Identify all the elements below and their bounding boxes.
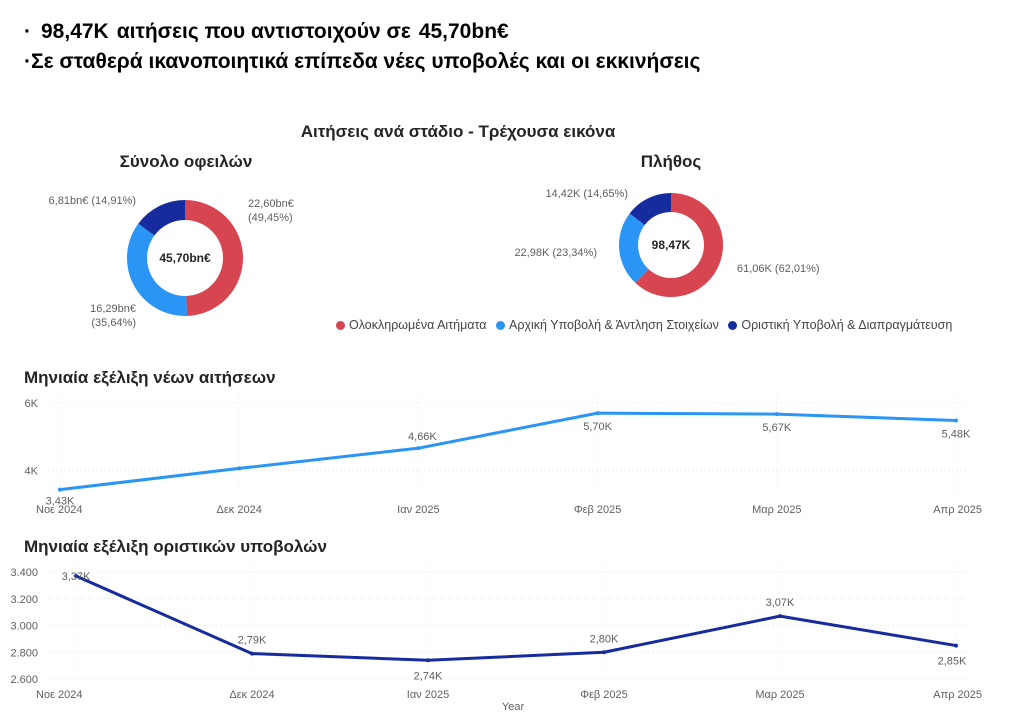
data-label: 4,66K [408, 431, 437, 443]
donut-slice[interactable] [635, 193, 723, 298]
bullet: · [24, 50, 31, 73]
x-axis-label: Year [502, 701, 525, 713]
x-tick-label: Νοε 2024 [36, 689, 83, 701]
data-point[interactable] [426, 658, 430, 663]
donut-data-label: 6,81bn€ (14,91%) [49, 195, 136, 207]
data-label: 2,85K [938, 656, 967, 668]
data-point[interactable] [595, 411, 600, 416]
headline-count-value: 98,47K [41, 20, 109, 43]
legend-item-final[interactable]: Οριστική Υποβολή & Διαπραγμάτευση [728, 318, 952, 332]
headline-trend: ·Σε σταθερά ικανοποιητικά επίπεδα νέες υ… [24, 50, 700, 74]
x-tick-label: Μαρ 2025 [755, 689, 804, 701]
donut-slice[interactable] [619, 213, 649, 283]
data-point[interactable] [602, 650, 606, 655]
data-label: 3,37K [62, 571, 91, 583]
data-point[interactable] [58, 487, 62, 492]
legend-dot-icon [336, 320, 345, 330]
data-point[interactable] [774, 412, 779, 417]
y-tick-label: 2.800 [10, 647, 38, 659]
line-chart-final-submissions-title: Μηνιαία εξέλιξη οριστικών υποβολών [24, 537, 327, 556]
x-tick-label: Φεβ 2025 [574, 504, 622, 516]
bullet: · [24, 20, 31, 43]
headline-trend-text: Σε σταθερά ικανοποιητικά επίπεδα νέες υπ… [31, 50, 701, 73]
donut-total-debt-title: Σύνολο οφειλών [119, 152, 253, 171]
x-tick-label: Δεκ 2024 [217, 504, 262, 516]
data-label: 2,74K [414, 670, 443, 682]
data-label: 2,80K [590, 633, 619, 645]
y-tick-label: 4K [25, 465, 39, 477]
donut-center-label: 98,47K [652, 238, 691, 252]
data-label: 3,43K [46, 496, 75, 508]
donut-data-label: (49,45%) [248, 212, 293, 224]
x-tick-label: Δεκ 2024 [229, 689, 274, 701]
data-point[interactable] [778, 614, 782, 619]
data-label: 5,70K [583, 421, 612, 433]
data-label: 5,48K [942, 429, 971, 441]
series-line[interactable] [59, 411, 957, 492]
donut-data-label: 14,42K (14,65%) [545, 188, 628, 200]
donut-slice[interactable] [127, 223, 187, 316]
x-tick-label: Ιαν 2025 [397, 504, 439, 516]
data-point[interactable] [954, 418, 958, 423]
line-chart-new-applications-title: Μηνιαία εξέλιξη νέων αιτήσεων [24, 368, 276, 387]
headline-amount-value: 45,70bn€ [418, 20, 509, 43]
y-tick-label: 3.400 [10, 567, 38, 579]
donut-slice[interactable] [629, 193, 671, 226]
data-point[interactable] [954, 643, 958, 648]
donut-data-label: 61,06K (62,01%) [737, 263, 820, 275]
data-point[interactable] [74, 574, 78, 579]
headline-count: · 98,47K αιτήσεις που αντιστοιχούν σε 45,70… [24, 20, 509, 44]
donut-data-label: 22,60bn€ [248, 198, 294, 210]
y-tick-label: 3.000 [10, 621, 38, 633]
legend-dot-icon [728, 320, 738, 330]
series-line[interactable] [75, 574, 957, 662]
x-tick-label: Ιαν 2025 [407, 689, 449, 701]
data-point[interactable] [250, 651, 254, 656]
y-tick-label: 2.600 [10, 674, 38, 686]
donut-data-label: 22,98K (23,34%) [514, 247, 597, 259]
legend-item-completed[interactable]: Ολοκληρωμένα Αιτήματα [336, 318, 487, 332]
x-tick-label: Φεβ 2025 [580, 689, 628, 701]
legend-label: Οριστική Υποβολή & Διαπραγμάτευση [741, 318, 953, 332]
donut-legend: Ολοκληρωμένα Αιτήματα Αρχική Υποβολή & Ά… [336, 318, 958, 333]
donut-count-title: Πλήθος [640, 152, 702, 171]
donut-data-label: 16,29bn€ [90, 303, 136, 315]
data-point[interactable] [237, 466, 242, 471]
data-label: 3,07K [766, 597, 795, 609]
legend-item-initial[interactable]: Αρχική Υποβολή & Άντληση Στοιχείων [496, 318, 719, 332]
data-point[interactable] [416, 446, 421, 451]
x-tick-label: Μαρ 2025 [752, 504, 801, 516]
data-label: 5,67K [762, 422, 791, 434]
donut-center-label: 45,70bn€ [159, 251, 211, 265]
legend-dot-icon [496, 320, 505, 330]
x-tick-label: Απρ 2025 [933, 504, 982, 516]
x-tick-label: Απρ 2025 [933, 689, 982, 701]
donut-slice[interactable] [185, 200, 243, 316]
legend-label: Αρχική Υποβολή & Άντληση Στοιχείων [509, 318, 719, 332]
donut-data-label: (35,64%) [91, 317, 136, 329]
headline-count-text: αιτήσεις που αντιστοιχούν σε [116, 20, 411, 43]
y-tick-label: 6K [25, 398, 39, 410]
data-label: 2,79K [238, 635, 267, 647]
section-title: Αιτήσεις ανά στάδιο - Τρέχουσα εικόνα [300, 122, 616, 141]
y-tick-label: 3.200 [10, 594, 38, 606]
legend-label: Ολοκληρωμένα Αιτήματα [349, 318, 487, 332]
x-tick-label: Νοε 2024 [36, 504, 83, 516]
donut-slice[interactable] [138, 200, 185, 236]
